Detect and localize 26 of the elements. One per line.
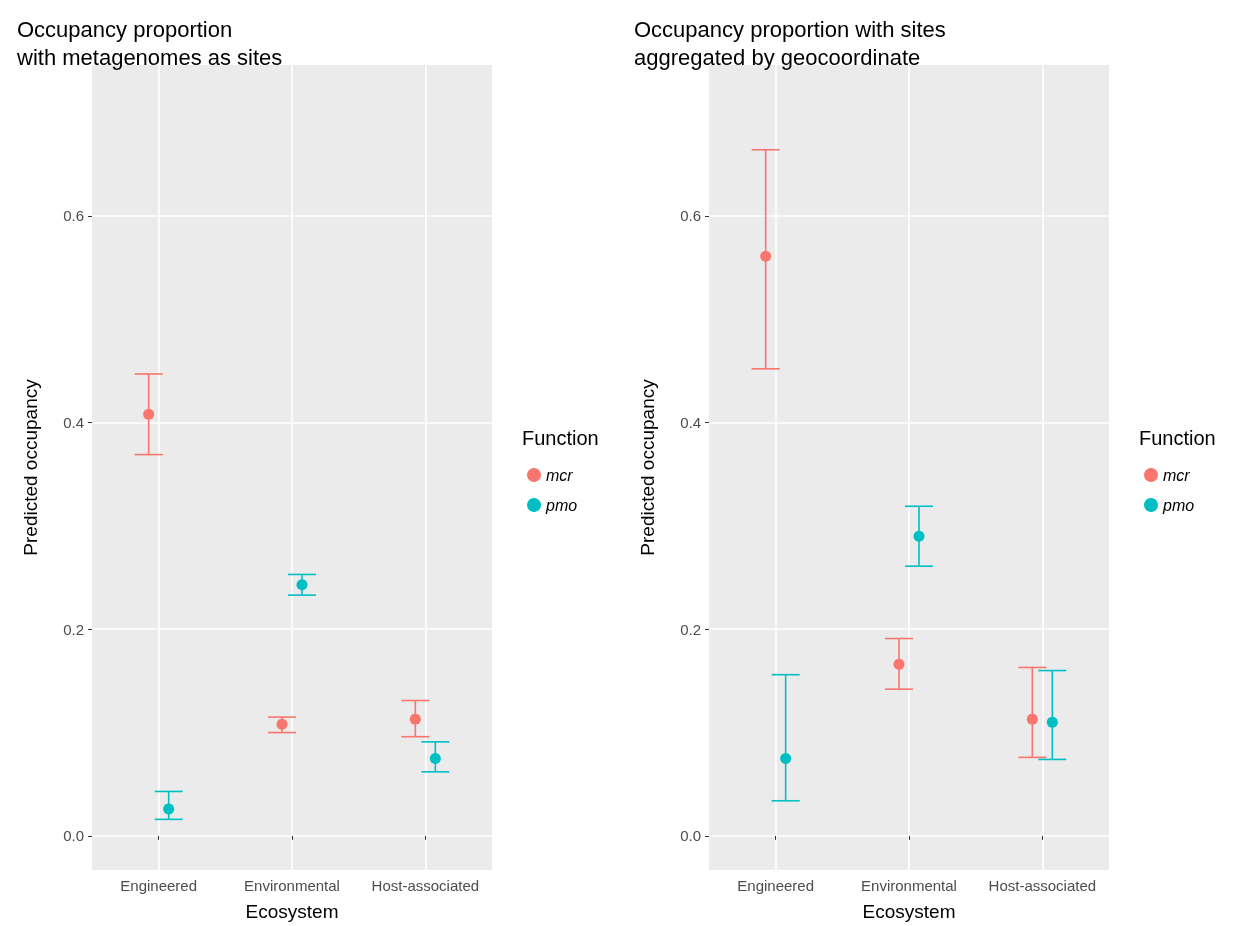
legend-label: pmo — [1162, 496, 1195, 514]
chart-title: Occupancy proportion with metagenomes as sites — [16, 16, 283, 70]
chart-title: Occupancy proportion with sites aggregated by geocoordinate — [634, 16, 946, 70]
y-tick-label: 0.2 — [680, 620, 701, 638]
x-axis-title: Ecosystem — [245, 901, 339, 922]
x-tick-label: Host-associated — [988, 877, 1097, 894]
y-axis-title: Predicted occupancy — [20, 378, 41, 556]
y-tick-label: 0.4 — [680, 414, 701, 432]
legend-label: mcr — [1163, 466, 1191, 484]
y-tick-label: 0.4 — [63, 414, 84, 432]
x-tick-label: Environmental — [861, 877, 957, 894]
y-tick-label: 0.6 — [63, 207, 84, 225]
y-tick-label: 0.2 — [63, 620, 84, 638]
x-tick-label: Host-associated — [371, 877, 480, 894]
legend-title: Function — [522, 427, 599, 449]
x-tick-label: Engineered — [737, 877, 815, 894]
y-tick-label: 0.0 — [63, 827, 84, 845]
x-tick-label: Engineered — [120, 877, 198, 894]
legend-title: Function — [1139, 427, 1216, 449]
x-axis-title: Ecosystem — [862, 901, 956, 922]
y-tick-label: 0.6 — [680, 207, 701, 225]
y-tick-label: 0.0 — [680, 827, 701, 845]
legend-label: mcr — [546, 466, 574, 484]
x-tick-label: Environmental — [244, 877, 340, 894]
legend-label: pmo — [545, 496, 578, 514]
y-axis-title: Predicted occupancy — [637, 378, 658, 556]
